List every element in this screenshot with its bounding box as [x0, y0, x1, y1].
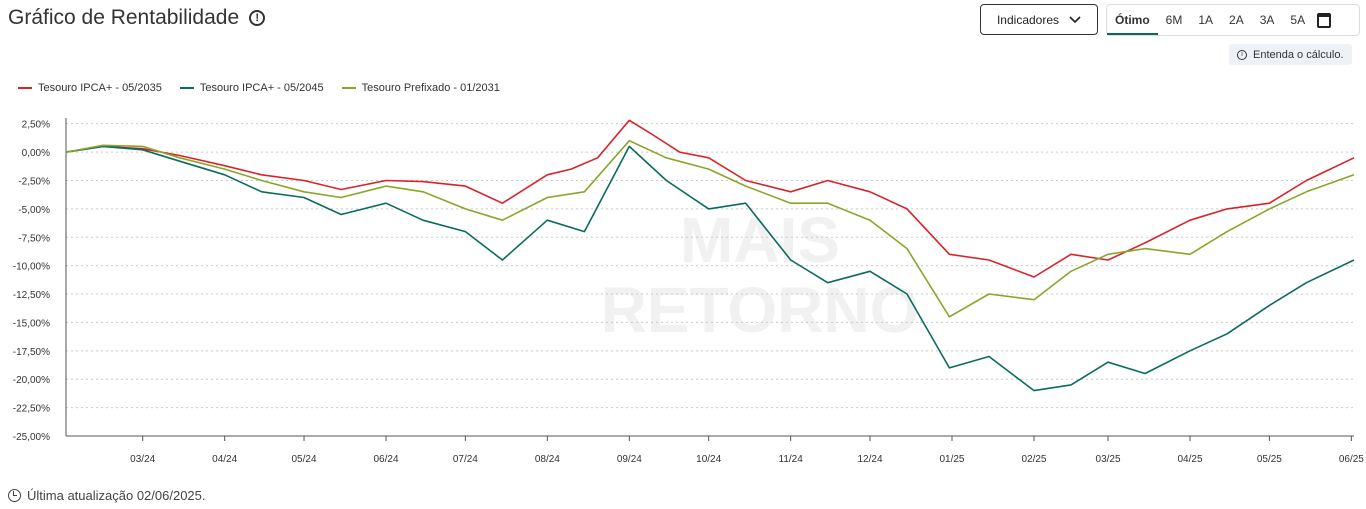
period-1a[interactable]: 1A: [1198, 13, 1214, 27]
x-tick-label: 02/25: [1021, 454, 1046, 465]
legend-item-prefixado-2031[interactable]: Tesouro Prefixado - 01/2031: [341, 82, 500, 94]
series-line-2[interactable]: [65, 139, 1355, 318]
y-tick-label: -17,50%: [13, 347, 50, 358]
legend-swatch-teal: [179, 87, 194, 89]
period-2a[interactable]: 2A: [1229, 13, 1244, 27]
y-tick-label: -10,00%: [13, 262, 50, 273]
x-tick-label: 05/25: [1257, 454, 1282, 465]
clock-icon: [8, 489, 21, 502]
x-tick-label: 01/25: [939, 454, 964, 465]
chevron-down-icon: [1069, 15, 1081, 23]
x-tick-label: 03/24: [130, 454, 155, 465]
period-5a[interactable]: 5A: [1290, 13, 1306, 27]
x-tick-label: 03/25: [1096, 454, 1121, 465]
series-line-0[interactable]: [65, 119, 1355, 278]
y-tick-label: -2,50%: [18, 176, 50, 187]
x-tick-label: 09/24: [617, 454, 642, 465]
legend-item-ipca-2045[interactable]: Tesouro IPCA+ - 05/2045: [179, 82, 324, 94]
info-small-icon: i: [1237, 49, 1247, 60]
y-tick-label: -5,00%: [18, 205, 50, 216]
calc-note-button[interactable]: i Entenda o cálculo.: [1229, 44, 1352, 65]
x-tick-label: 12/24: [857, 454, 882, 465]
y-tick-label: -7,50%: [18, 233, 50, 244]
calendar-icon[interactable]: [1317, 12, 1332, 28]
returns-line-chart[interactable]: MAIS RETORNO 2,50% 0,00% -2,50% -5,00% -7,50…: [0, 0, 1366, 480]
x-tick-label: 06/25: [1339, 454, 1364, 465]
x-tick-label: 06/24: [374, 454, 399, 465]
indicators-label: Indicadores: [996, 12, 1060, 27]
y-tick-label: -15,00%: [13, 318, 50, 329]
indicators-dropdown[interactable]: Indicadores: [980, 4, 1098, 35]
watermark-line-1: MAIS: [680, 204, 840, 276]
legend-label: Tesouro IPCA+ - 05/2045: [199, 82, 324, 94]
title-text: Gráfico de Rentabilidade: [8, 6, 240, 29]
y-tick-label: -12,50%: [13, 290, 50, 301]
legend-item-ipca-2035[interactable]: Tesouro IPCA+ - 05/2035: [18, 82, 162, 94]
x-tick-label: 04/25: [1178, 454, 1203, 465]
x-tick-label: 04/24: [212, 454, 237, 465]
y-tick-label: 0,00%: [22, 148, 50, 159]
y-tick-label: 2,50%: [22, 120, 50, 131]
page-title: Gráfico de Rentabilidade !: [8, 6, 266, 30]
y-axis: 2,50% 0,00% -2,50% -5,00% -7,50% -10,00% -12,5…: [13, 118, 67, 443]
period-otimo[interactable]: Ótimo: [1107, 5, 1158, 35]
x-tick-label: 11/24: [779, 454, 804, 465]
series-lines: [65, 119, 1355, 392]
chart-legend: Tesouro IPCA+ - 05/2035 Tesouro IPCA+ - …: [18, 82, 500, 94]
calc-note-label: Entenda o cálculo.: [1253, 48, 1344, 61]
legend-label: Tesouro IPCA+ - 05/2035: [38, 82, 162, 94]
legend-label: Tesouro Prefixado - 01/2031: [361, 82, 500, 94]
legend-swatch-red: [18, 87, 32, 89]
legend-swatch-olive: [341, 87, 356, 89]
y-tick-label: -20,00%: [13, 375, 50, 386]
y-tick-label: -25,00%: [13, 432, 50, 443]
x-tick-label: 05/24: [292, 454, 317, 465]
series-line-1[interactable]: [65, 145, 1355, 392]
watermark-logo: MAIS RETORNO: [601, 204, 920, 346]
period-selector: Ótimo 6M 1A 2A 3A 5A: [1106, 4, 1360, 36]
watermark-line-2: RETORNO: [601, 274, 920, 346]
last-update: Última atualização 02/06/2025.: [8, 488, 206, 503]
last-update-text: Última atualização 02/06/2025.: [27, 488, 206, 503]
x-tick-label: 08/24: [535, 454, 560, 465]
x-tick-label: 07/24: [453, 454, 478, 465]
x-axis: 03/24 04/24 05/24 06/24 07/24 08/24 09/24 10/24…: [66, 435, 1364, 465]
y-tick-label: -22,50%: [13, 404, 50, 415]
info-icon[interactable]: !: [249, 10, 266, 26]
period-6m[interactable]: 6M: [1165, 13, 1183, 27]
period-3a[interactable]: 3A: [1259, 13, 1275, 27]
x-tick-label: 10/24: [696, 454, 721, 465]
